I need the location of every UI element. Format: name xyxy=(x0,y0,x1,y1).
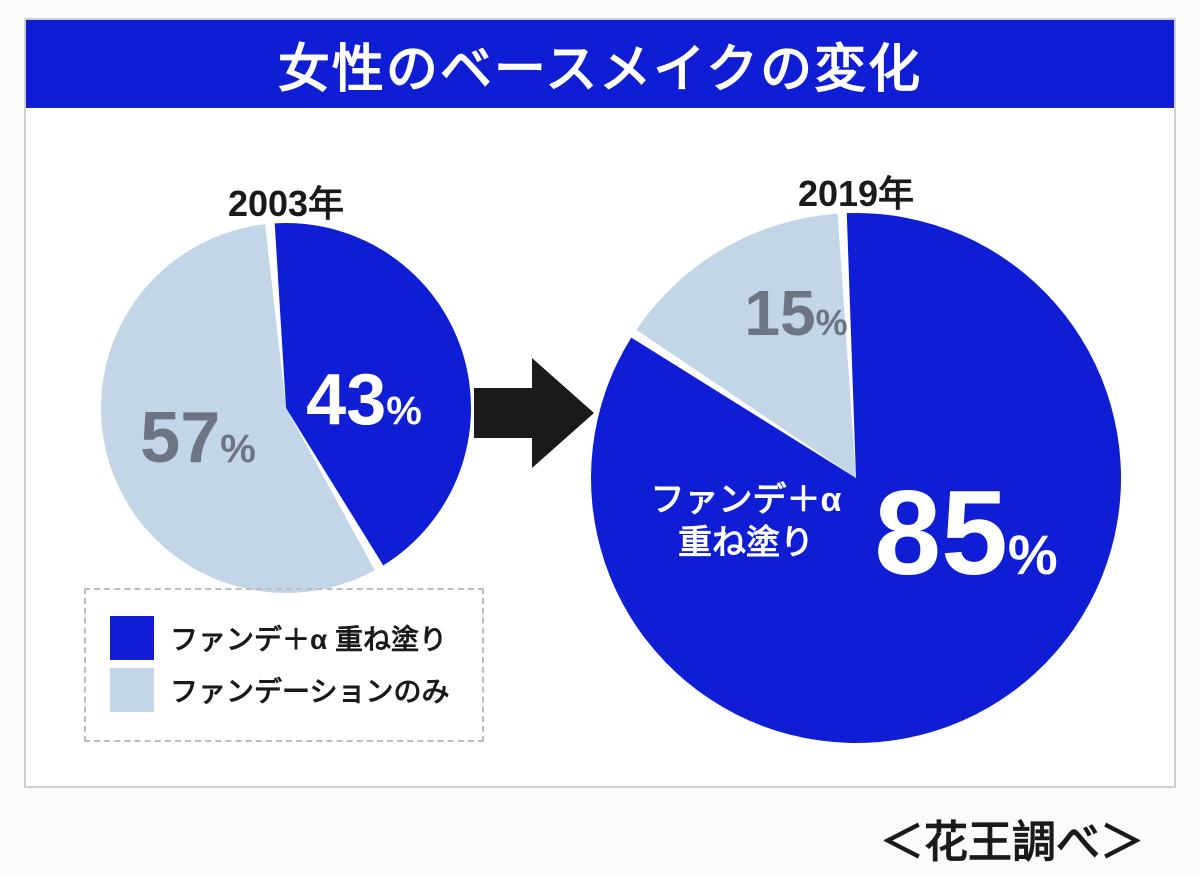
legend-item: ファンデ＋α 重ね塗り xyxy=(110,616,458,660)
chart-area: 2003年43%57%2019年85%ファンデ＋α重ね塗り15%ファンデ＋α 重… xyxy=(26,108,1174,788)
chart-title: 女性のベースメイクの変化 xyxy=(278,27,922,102)
source-text: ＜花王調べ＞ xyxy=(880,818,1144,867)
year-label-right: 2019年 xyxy=(756,165,956,217)
legend-item: ファンデーションのみ xyxy=(110,668,458,712)
legend-label: ファンデーションのみ xyxy=(170,670,449,710)
legend-label: ファンデ＋α 重ね塗り xyxy=(170,618,447,658)
legend-swatch xyxy=(110,616,154,660)
pie-value-right-secondary: 15% xyxy=(696,281,896,345)
arrow-icon xyxy=(474,358,594,468)
pie-inner-label-right: ファンデ＋α重ね塗り xyxy=(616,479,876,564)
year-label-left: 2003年 xyxy=(186,175,386,227)
pie-value-right-primary: 85% xyxy=(866,473,1066,593)
pie-value-left-secondary: 57% xyxy=(98,402,298,474)
title-bar: 女性のベースメイクの変化 xyxy=(26,20,1174,108)
chart-card: 女性のベースメイクの変化 2003年43%57%2019年85%ファンデ＋α重ね… xyxy=(24,18,1176,788)
source-credit: ＜花王調べ＞ xyxy=(880,806,1144,870)
legend-swatch xyxy=(110,668,154,712)
legend: ファンデ＋α 重ね塗りファンデーションのみ xyxy=(84,588,484,742)
